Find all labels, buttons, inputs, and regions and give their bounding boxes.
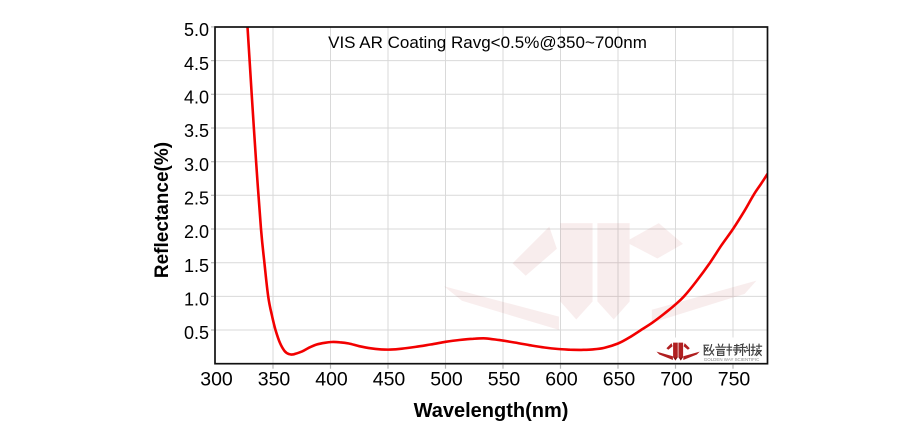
svg-text:2.5: 2.5 xyxy=(184,189,209,209)
svg-text:1.5: 1.5 xyxy=(184,256,209,276)
svg-text:300: 300 xyxy=(200,369,233,391)
svg-text:3.5: 3.5 xyxy=(184,121,209,141)
svg-text:600: 600 xyxy=(545,369,578,391)
svg-text:450: 450 xyxy=(373,369,406,391)
svg-text:400: 400 xyxy=(315,369,348,391)
svg-text:350: 350 xyxy=(258,369,291,391)
svg-text:Wavelength(nm): Wavelength(nm) xyxy=(414,400,569,422)
svg-text:3.0: 3.0 xyxy=(184,155,209,175)
svg-text:VIS AR Coating Ravg<0.5%@350~7: VIS AR Coating Ravg<0.5%@350~700nm xyxy=(328,33,647,52)
svg-text:GOLDEN WAY SCIENTIFIC: GOLDEN WAY SCIENTIFIC xyxy=(704,357,760,363)
svg-text:5.0: 5.0 xyxy=(184,20,209,40)
svg-text:4.5: 4.5 xyxy=(184,54,209,74)
svg-text:1.0: 1.0 xyxy=(184,290,209,310)
svg-text:500: 500 xyxy=(430,369,463,391)
svg-text:4.0: 4.0 xyxy=(184,88,209,108)
svg-text:750: 750 xyxy=(718,369,751,391)
svg-text:700: 700 xyxy=(660,369,693,391)
svg-text:Reflectance(%): Reflectance(%) xyxy=(152,142,173,278)
svg-text:2.0: 2.0 xyxy=(184,222,209,242)
svg-text:550: 550 xyxy=(488,369,521,391)
svg-text:0.5: 0.5 xyxy=(184,323,209,343)
svg-text:650: 650 xyxy=(603,369,636,391)
